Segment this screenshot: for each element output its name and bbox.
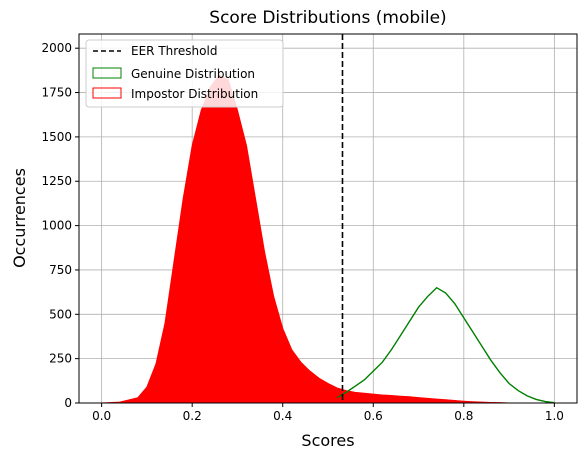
y-tick-label: 0	[64, 396, 72, 410]
legend: EER Threshold Genuine Distribution Impos…	[85, 39, 284, 108]
legend-genuine-swatch	[92, 67, 122, 79]
legend-impostor-swatch	[92, 87, 122, 99]
y-tick-label: 750	[49, 263, 72, 277]
y-tick-label: 1500	[41, 130, 72, 144]
legend-frame	[85, 39, 284, 108]
x-tick-label: 0.6	[364, 409, 383, 423]
x-tick-label: 1.0	[545, 409, 564, 423]
legend-genuine-label: Genuine Distribution	[131, 67, 255, 81]
y-tick-label: 250	[49, 352, 72, 366]
genuine-distribution-line	[336, 286, 555, 404]
x-tick-label: 0.4	[273, 409, 292, 423]
x-tick-label: 0.8	[454, 409, 473, 423]
x-tick-label: 0.2	[183, 409, 202, 423]
y-tick-label: 500	[49, 307, 72, 321]
impostor-distribution-area	[101, 74, 510, 404]
y-tick-label: 1000	[41, 219, 72, 233]
genuine-distribution-series	[336, 286, 555, 404]
y-tick-label: 1250	[41, 174, 72, 188]
y-tick-label: 2000	[41, 41, 72, 55]
y-axis-title: Occurrences	[10, 168, 29, 268]
x-tick-label: 0.0	[92, 409, 111, 423]
impostor-distribution-series	[101, 74, 510, 404]
legend-threshold-label: EER Threshold	[131, 44, 217, 58]
y-axis-ticks: 0 250 500 750 1000 1250 1500 1750 2000	[41, 41, 79, 410]
x-axis-title: Scores	[301, 431, 354, 450]
y-tick-label: 1750	[41, 86, 72, 100]
plot-frame	[78, 33, 578, 404]
legend-impostor-label: Impostor Distribution	[131, 87, 258, 101]
chart-title: Score Distributions (mobile)	[209, 8, 446, 28]
x-axis-ticks: 0.0 0.2 0.4 0.6 0.8 1.0	[92, 403, 564, 423]
